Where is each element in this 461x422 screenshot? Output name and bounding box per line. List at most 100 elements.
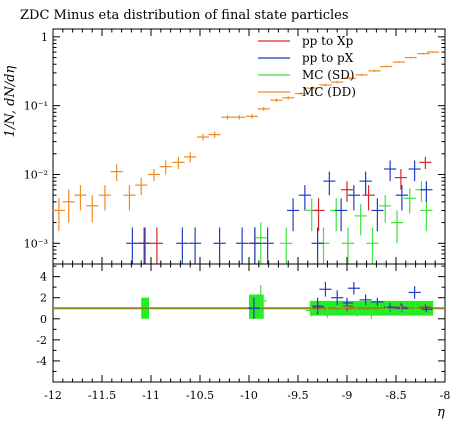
ratio-plot-frame [52,263,446,383]
data-point [427,51,440,53]
data-point [312,198,325,232]
data-point [420,181,433,202]
data-point [379,195,392,223]
x-tick-label: -11 [142,389,160,402]
data-point [126,227,139,264]
data-point [311,297,324,315]
data-point [287,198,300,232]
ratio-series-pp-to-px [247,281,433,319]
x-tick-label: -10.5 [186,389,214,402]
data-point [247,297,260,319]
data-point [331,290,344,306]
legend-label: MC (SD) [302,68,355,82]
data-point [347,281,360,295]
data-point [390,210,404,244]
y-tick-label: 10⁻³ [24,237,48,250]
data-point [86,195,99,223]
data-point [417,52,430,55]
data-point [294,91,308,96]
data-point [394,169,407,190]
data-point [189,227,202,264]
data-point [233,115,246,120]
data-point [330,198,343,232]
data-point [420,198,433,232]
data-point [394,306,407,315]
series-pp-to-xp [139,156,432,264]
data-point [135,177,148,196]
data-point [176,227,189,264]
data-point [420,306,433,313]
main-plot-frame [52,28,446,265]
ratio-y-tick-label: -4 [36,355,47,368]
data-point [305,198,318,232]
legend-item: MC (SD) [258,68,355,82]
data-point [343,77,357,80]
data-point [196,133,210,141]
chart-title: ZDC Minus eta distribution of final stat… [20,8,349,23]
data-point [321,307,334,318]
x-tick-label: -11.5 [88,389,116,402]
data-point [208,131,221,138]
x-tick-label: -8 [440,389,451,402]
data-point [365,308,378,319]
data-point [159,160,172,175]
data-point [395,185,408,211]
data-point [172,156,185,170]
data-point [340,297,354,309]
x-tick-label: -9 [342,389,353,402]
data-point [350,306,363,317]
legend-label: pp to pX [302,51,354,65]
x-tick-label: -9.5 [287,389,308,402]
data-point [392,61,406,63]
y-axis-label: 1/N, dN/dη [3,65,18,137]
data-point [306,86,319,90]
data-point [150,227,163,264]
data-point [380,304,393,315]
data-point [184,152,197,163]
data-point [336,300,349,314]
data-point [419,156,432,170]
data-point [147,169,161,182]
data-point [404,56,417,59]
data-point [305,304,318,317]
data-point [270,98,283,103]
data-point [319,281,332,297]
data-point [282,96,295,100]
data-point [335,198,348,232]
data-point [245,114,259,119]
data-point [213,227,226,264]
x-tick-label: -12 [44,389,62,402]
data-point [298,185,311,211]
data-point [340,181,354,202]
series-pp-to-px [126,160,433,264]
data-point [254,285,267,317]
y-tick-label: 10⁻² [24,168,48,181]
ratio-y-tick-label: 2 [40,292,47,305]
data-point [347,185,360,211]
data-point [74,185,87,211]
data-point [408,160,421,182]
data-point [395,304,408,313]
ratio-y-tick-label: 0 [40,313,47,326]
data-point [408,286,421,299]
x-axis-label: η [437,405,445,420]
data-point [261,227,274,264]
data-point [359,171,372,196]
series-mc-dd- [52,51,440,232]
series-mc-sd- [254,181,433,264]
data-point [123,185,136,211]
data-point [323,171,336,196]
x-tick-label: -8.5 [385,389,406,402]
x-axis-labels: -12 -11.5 -11 -10.5 -10 -9.5 -9 -8.5 -8 [44,389,450,402]
data-point [98,185,112,211]
data-point [221,115,234,120]
ratio-y-tick-label: -2 [36,334,47,347]
data-point [415,181,428,202]
data-point [371,297,384,307]
data-point [138,227,151,264]
data-point [311,227,324,264]
data-point [319,83,332,87]
data-point [366,227,379,264]
data-point [403,188,416,214]
